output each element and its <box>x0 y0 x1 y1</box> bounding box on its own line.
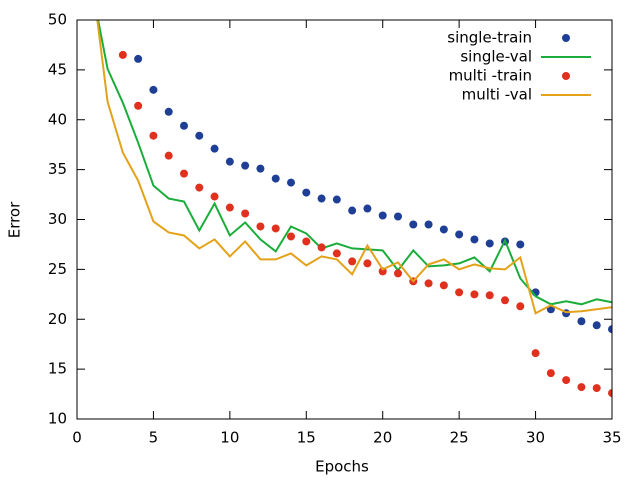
data-point <box>348 206 357 215</box>
data-point <box>134 101 143 110</box>
y-tick-label: 30 <box>48 210 67 228</box>
data-point <box>592 384 601 393</box>
legend-symbol <box>562 72 570 80</box>
data-point <box>348 257 357 266</box>
x-tick-label: 10 <box>220 429 239 447</box>
data-point <box>317 194 326 203</box>
x-tick-label: 20 <box>373 429 392 447</box>
y-tick-label: 15 <box>48 360 67 378</box>
data-point <box>317 243 326 252</box>
data-point <box>332 195 341 204</box>
data-point <box>577 317 586 326</box>
data-point <box>302 237 311 246</box>
x-axis-label: Epochs <box>315 458 369 476</box>
data-point <box>149 85 158 94</box>
data-point <box>287 178 295 187</box>
legend-label: single-train <box>447 29 532 47</box>
y-tick-label: 10 <box>48 410 67 428</box>
legend-symbol <box>562 34 570 42</box>
legend-label: multi -val <box>462 86 532 104</box>
data-point <box>271 174 280 183</box>
data-point <box>302 188 311 197</box>
y-axis-label: Error <box>6 201 24 238</box>
y-tick-label: 40 <box>48 110 67 128</box>
data-point <box>608 389 612 398</box>
x-tick-label: 35 <box>602 429 621 447</box>
data-point <box>592 321 601 330</box>
x-tick-label: 30 <box>526 429 545 447</box>
data-point <box>455 230 464 239</box>
data-point <box>195 131 204 140</box>
data-point <box>210 144 219 153</box>
data-point <box>164 151 173 160</box>
data-point <box>501 296 509 305</box>
data-point <box>180 169 188 178</box>
data-point <box>516 240 525 249</box>
data-point <box>439 225 448 234</box>
data-point <box>271 224 280 233</box>
y-tick-label: 25 <box>48 260 67 278</box>
data-point <box>149 131 158 140</box>
x-tick-label: 15 <box>297 429 316 447</box>
data-point <box>424 279 433 288</box>
data-point <box>256 164 265 173</box>
data-line <box>97 20 612 306</box>
data-point <box>546 369 555 378</box>
data-point <box>562 376 571 385</box>
plot-area <box>96 20 612 398</box>
data-point <box>485 291 494 300</box>
data-point <box>439 281 448 290</box>
x-tick-label: 5 <box>149 429 159 447</box>
data-point <box>516 302 525 311</box>
data-point <box>455 288 464 297</box>
data-point <box>409 220 418 229</box>
data-point <box>577 383 586 392</box>
data-point <box>287 232 295 241</box>
x-tick-label: 25 <box>450 429 469 447</box>
data-point <box>363 259 372 268</box>
data-point <box>531 349 540 358</box>
data-point <box>363 204 372 213</box>
data-point <box>210 192 219 201</box>
data-point <box>470 235 479 244</box>
x-tick-label: 0 <box>72 429 82 447</box>
data-point <box>225 157 234 166</box>
data-point <box>241 209 250 218</box>
legend-label: single-val <box>460 48 532 66</box>
y-tick-label: 35 <box>48 160 67 178</box>
data-point <box>225 203 234 212</box>
y-tick-label: 45 <box>48 60 67 78</box>
data-line <box>96 20 612 315</box>
data-point <box>470 290 479 299</box>
legend-label: multi -train <box>449 67 532 85</box>
data-point <box>241 161 250 170</box>
data-point <box>332 249 341 258</box>
data-point <box>424 220 433 229</box>
y-tick-label: 20 <box>48 310 67 328</box>
data-point <box>195 183 204 192</box>
data-point <box>394 269 402 278</box>
data-point <box>394 212 402 221</box>
data-point <box>378 211 387 220</box>
data-point <box>256 222 265 231</box>
data-point <box>164 107 173 116</box>
data-point <box>134 54 143 63</box>
data-point <box>608 325 612 334</box>
data-point <box>485 239 494 248</box>
data-point <box>118 50 127 59</box>
y-tick-label: 50 <box>48 11 67 29</box>
data-point <box>180 121 188 130</box>
